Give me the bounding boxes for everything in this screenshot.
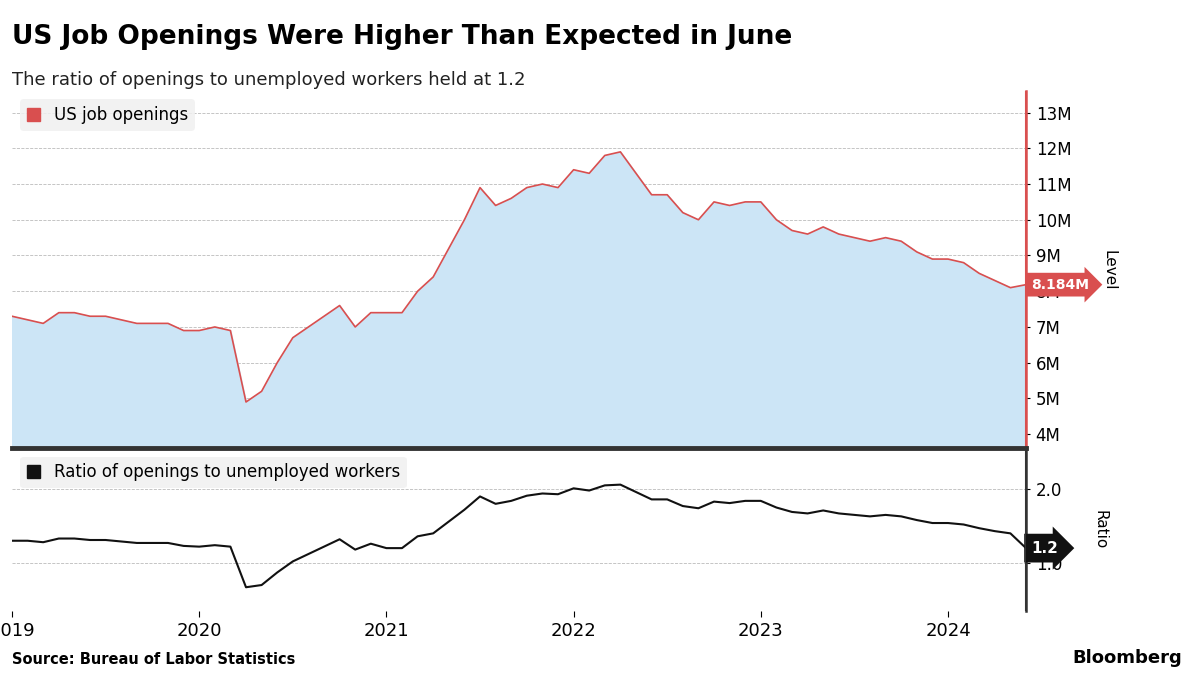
Text: 8.184M: 8.184M bbox=[1031, 277, 1090, 292]
Text: 1.2: 1.2 bbox=[1031, 541, 1058, 556]
Y-axis label: Level: Level bbox=[1102, 250, 1117, 290]
Y-axis label: Ratio: Ratio bbox=[1093, 510, 1108, 549]
Text: Source: Bureau of Labor Statistics: Source: Bureau of Labor Statistics bbox=[12, 652, 295, 667]
Text: Bloomberg: Bloomberg bbox=[1073, 649, 1182, 667]
Legend: US job openings: US job openings bbox=[20, 99, 194, 131]
Legend: Ratio of openings to unemployed workers: Ratio of openings to unemployed workers bbox=[20, 457, 407, 488]
Text: US Job Openings Were Higher Than Expected in June: US Job Openings Were Higher Than Expecte… bbox=[12, 24, 792, 50]
Text: The ratio of openings to unemployed workers held at 1.2: The ratio of openings to unemployed work… bbox=[12, 71, 526, 89]
